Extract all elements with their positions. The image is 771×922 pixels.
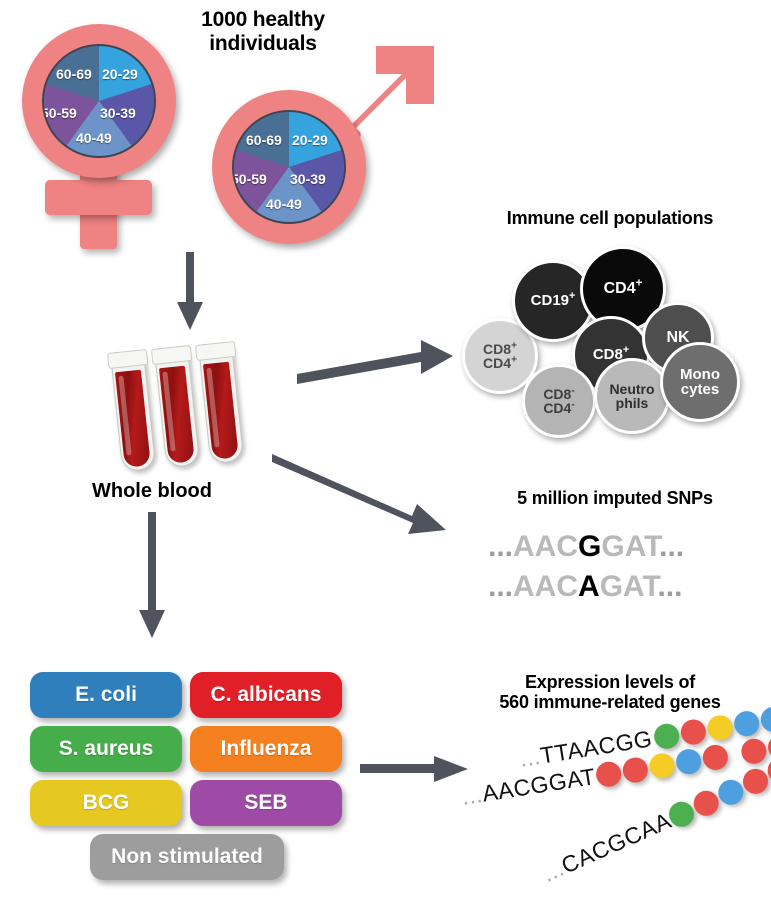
stimulation-label: C. albicans: [210, 683, 322, 706]
expression-bead: [738, 764, 771, 798]
expression-bead: [739, 736, 769, 766]
expression-bead: [700, 743, 730, 772]
male-slice-label-40-49: 40-49: [266, 196, 302, 212]
expression-title-line2: 560 immune-related genes: [499, 692, 721, 713]
stimulation-label: BCG: [82, 791, 130, 814]
blood-tube: [150, 344, 201, 469]
arrow-blood-to-immune: [295, 330, 455, 386]
expression-bead: [674, 747, 703, 776]
page-title-line2: individuals: [209, 31, 317, 55]
expression-bead: [705, 713, 734, 743]
expression-strands: ...TTAACGG ...AACGGAT ...CACGCAA: [452, 705, 771, 912]
immune-cell-label: CD8+ CD4+: [483, 340, 517, 371]
snp-suffix: ...: [659, 530, 685, 563]
immune-cell-cd19p: CD19+: [512, 260, 594, 342]
arrow-stimulation-to-expression: [360, 752, 470, 788]
arrow-cohort-to-blood: [173, 252, 207, 332]
female-slice-label-30-39: 30-39: [100, 105, 136, 121]
expression-title-line1: Expression levels of: [524, 672, 696, 692]
female-symbol: 20-29 30-39 40-49 50-59 60-69: [8, 14, 213, 249]
immune-cell-label: CD19+: [530, 290, 576, 310]
immune-cell-cd8p-cd4p: CD8+ CD4+: [462, 318, 538, 394]
stimulation-box-influenza[interactable]: Influenza: [190, 726, 342, 772]
expression-bead: [732, 709, 761, 738]
immune-cell-label: Mono cytes: [680, 365, 720, 398]
male-slice-label-60-69: 60-69: [246, 132, 282, 148]
female-slice-label-60-69: 60-69: [56, 66, 92, 82]
stimulation-box-c-albicans[interactable]: C. albicans: [190, 672, 342, 718]
expression-sequence: ...CACGCAA: [538, 807, 676, 887]
immune-cell-label: CD4+: [603, 277, 643, 297]
page-title-line1: 1000 healthy: [201, 8, 325, 31]
female-pie-slices: [44, 46, 154, 156]
stimulation-box-e-coli[interactable]: E. coli: [30, 672, 182, 718]
male-symbol: 20-29 30-39 40-49 50-59 60-69: [198, 18, 448, 258]
expression-bead: [620, 755, 650, 785]
male-pie-slices: [234, 112, 344, 222]
immune-cell-label: CD8- CD4-: [543, 385, 575, 416]
immune-cell-monocytes: Mono cytes: [660, 342, 740, 422]
snp-sequence-row: ...AACAGAT...: [488, 570, 682, 604]
stimulation-label: SEB: [244, 791, 288, 814]
stimulation-box-s-aureus[interactable]: S. aureus: [30, 726, 182, 772]
female-pie-chart: 20-29 30-39 40-49 50-59 60-69: [42, 44, 156, 158]
immune-cell-label: NK: [666, 328, 690, 346]
arrow-blood-to-stimulation: [135, 512, 169, 640]
expression-bead: [766, 732, 771, 762]
immune-cell-neutrophils: Neutro phils: [594, 358, 670, 434]
stimulation-box-non-stimulated[interactable]: Non stimulated: [90, 834, 284, 880]
immune-cell-cd8n-cd4n: CD8- CD4-: [522, 364, 596, 438]
stimulation-box-bcg[interactable]: BCG: [30, 780, 182, 826]
expression-bead: [678, 717, 708, 747]
arrow-blood-to-snp: [270, 448, 450, 548]
stimulation-panel: E. coli C. albicans S. aureus Influenza …: [30, 672, 342, 892]
stimulation-label: Non stimulated: [111, 845, 263, 868]
snp-variant: A: [578, 570, 600, 603]
expression-bead: [758, 705, 771, 734]
male-slice-label-30-39: 30-39: [290, 171, 326, 187]
snp-prefix: ...: [488, 530, 514, 563]
stimulation-label: Influenza: [220, 737, 312, 760]
stimulation-label: S. aureus: [58, 737, 154, 760]
male-slice-label-50-59: 50-59: [232, 171, 267, 187]
blood-tube: [106, 348, 157, 473]
expression-bead: [652, 722, 681, 751]
snp-left: AAC: [513, 570, 579, 603]
expression-bead: [594, 759, 623, 789]
stimulation-box-seb[interactable]: SEB: [190, 780, 342, 826]
stimulation-label: E. coli: [75, 683, 137, 706]
snp-left: AAC: [513, 530, 579, 563]
snp-prefix: ...: [488, 570, 514, 603]
snp-right: GAT: [601, 530, 660, 563]
expression-section-title: Expression levels of 560 immune-related …: [460, 672, 760, 712]
snp-right: GAT: [599, 570, 658, 603]
male-pie-chart: 20-29 30-39 40-49 50-59 60-69: [232, 110, 346, 224]
snp-suffix: ...: [657, 570, 683, 603]
expression-bead: [647, 751, 677, 781]
snp-sequence-row: ...AACGGAT...: [488, 530, 684, 564]
female-slice-label-20-29: 20-29: [102, 66, 138, 82]
immune-cell-label: CD8+: [592, 344, 630, 364]
snp-section-title: 5 million imputed SNPs: [517, 488, 713, 508]
immune-cell-label: Neutro phils: [609, 380, 655, 411]
male-slice-label-20-29: 20-29: [292, 132, 328, 148]
blood-tube: [194, 340, 245, 465]
immune-section-title: Immune cell populations: [506, 208, 714, 228]
female-symbol-crossbar: [45, 180, 152, 215]
female-slice-label-40-49: 40-49: [76, 130, 112, 146]
immune-cell-cluster: CD8+ CD4+ CD19+ CD4+ CD8+ NK CD8- CD4- Neu…: [460, 240, 760, 438]
female-slice-label-50-59: 50-59: [42, 105, 77, 121]
blood-tubes: [106, 340, 258, 475]
page-title: 1000 healthy individuals: [168, 8, 358, 55]
whole-blood-label: Whole blood: [92, 480, 212, 502]
snp-variant: G: [578, 530, 602, 563]
